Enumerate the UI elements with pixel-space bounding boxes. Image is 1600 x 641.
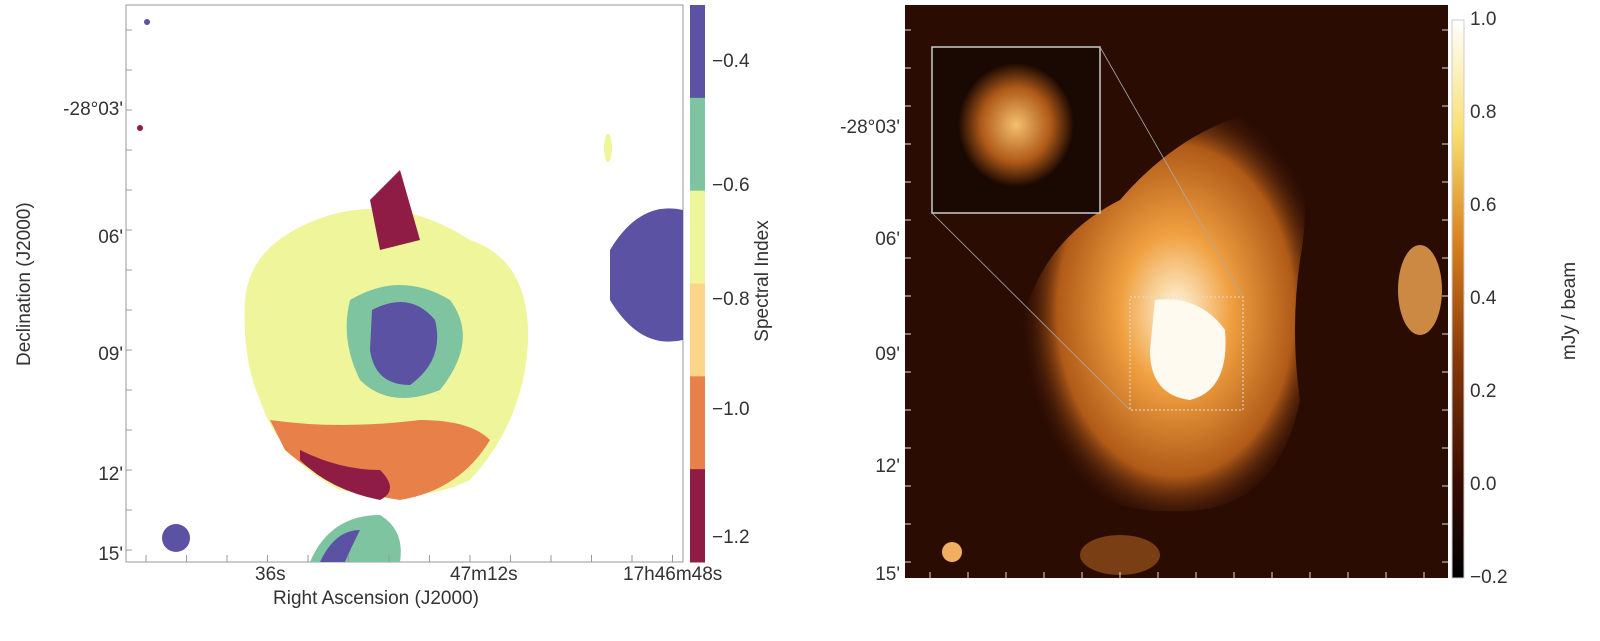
colorbar-label: Spectral Index	[752, 220, 773, 342]
y-tick-label: 09'	[98, 344, 123, 365]
colorbar-tick-label: −0.2	[1470, 567, 1508, 588]
colorbar-tick-label: −0.4	[712, 51, 750, 72]
y-tick-label: 15'	[875, 564, 900, 585]
colorbar-bin	[690, 97, 705, 192]
y-tick-label: 06'	[98, 227, 123, 248]
colorbar-tick-label: 0.0	[1470, 474, 1497, 495]
colorbar-bin	[690, 283, 705, 377]
colorbar-tick-label: 0.2	[1470, 381, 1497, 402]
colorbar-tick-label: −0.6	[712, 175, 750, 196]
colorbar-tick-label: −1.0	[712, 399, 750, 420]
colorbar-bin	[690, 376, 705, 470]
colorbar-bin	[690, 5, 705, 99]
intensity-colorbar	[1451, 19, 1465, 579]
x-tick-label: 17h46m48s	[623, 564, 723, 585]
y-axis-label: Declination (J2000)	[14, 202, 35, 366]
colorbar-tick-label: 0.6	[1470, 195, 1497, 216]
spectral-index-colorbar	[690, 5, 705, 563]
colorbar-bin	[690, 190, 705, 284]
spectral-index-map	[125, 4, 684, 563]
colorbar-tick-label: −1.2	[712, 527, 750, 548]
y-tick-label: -28°03'	[63, 99, 123, 120]
colorbar-label: mJy / beam	[1559, 261, 1580, 361]
colorbar-tick-label: 1.0	[1470, 9, 1497, 30]
y-tick-label: 09'	[875, 344, 900, 365]
x-axis-label: Right Ascension (J2000)	[273, 588, 479, 609]
x-tick-label: 47m12s	[450, 564, 518, 585]
y-tick-label: 12'	[98, 464, 123, 485]
y-tick-label: 15'	[98, 544, 123, 565]
y-tick-label: -28°03'	[840, 117, 900, 138]
colorbar-tick-label: −0.8	[712, 289, 750, 310]
colorbar-bin	[690, 469, 705, 563]
radio-intensity-map	[905, 5, 1448, 578]
y-tick-label: 12'	[875, 456, 900, 477]
y-tick-label: 06'	[875, 229, 900, 250]
x-tick-label: 36s	[255, 564, 286, 585]
colorbar-tick-label: 0.4	[1470, 288, 1497, 309]
colorbar-tick-label: 0.8	[1470, 102, 1497, 123]
